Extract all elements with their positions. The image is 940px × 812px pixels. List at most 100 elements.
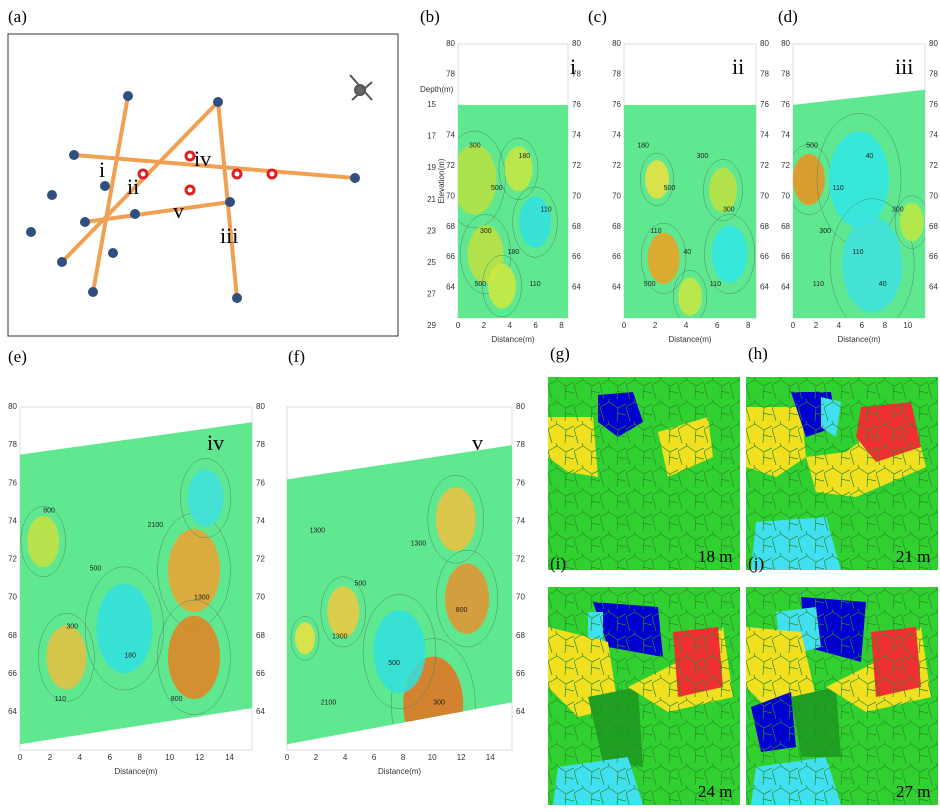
contour <box>482 254 522 318</box>
y-tick-label: 74 <box>781 130 790 139</box>
contour-label: 1300 <box>411 541 427 548</box>
y2-tick-label: 64 <box>516 707 525 716</box>
depth-tick-label: 23 <box>427 226 436 235</box>
x-tick-label: 6 <box>108 753 113 762</box>
y2-tick-label: 66 <box>760 252 769 261</box>
depth-tick-label: 25 <box>427 258 436 267</box>
x-tick-label: 8 <box>746 321 751 330</box>
y-tick-label: 80 <box>446 39 455 48</box>
y2-tick-label: 80 <box>516 402 525 411</box>
y-tick-label: 76 <box>8 478 17 487</box>
contour-label: 110 <box>710 281 721 288</box>
panel-label: (e) <box>8 347 27 366</box>
contour-label: 500 <box>475 281 487 288</box>
y2-tick-label: 70 <box>760 191 769 200</box>
depth-tick-label: 17 <box>427 132 436 141</box>
y-tick-label: 76 <box>781 100 790 109</box>
panel-label: (b) <box>420 7 440 26</box>
y2-tick-label: 68 <box>256 631 265 640</box>
contour-label: 40 <box>879 281 887 288</box>
contour <box>704 214 756 294</box>
x-tick-label: 2 <box>653 321 658 330</box>
y2-tick-label: 80 <box>760 39 769 48</box>
y2-tick-label: 66 <box>929 252 938 261</box>
section-numeral: iv <box>207 430 224 455</box>
cell-edges <box>548 587 740 805</box>
y-tick-label: 68 <box>446 222 455 231</box>
y-tick-label: 72 <box>612 161 621 170</box>
y-tick-label: 78 <box>781 70 790 79</box>
anomaly <box>793 153 825 206</box>
x-tick-label: 10 <box>165 753 174 762</box>
panel-label: (f) <box>288 347 305 366</box>
x-tick-label: 4 <box>508 321 513 330</box>
anomaly <box>168 615 220 699</box>
anomaly <box>899 202 924 242</box>
slice-depth: 27 m <box>896 782 930 801</box>
slice-depth: 24 m <box>698 782 732 801</box>
anomaly <box>27 515 60 568</box>
panel-label: (h) <box>748 344 768 363</box>
contour <box>180 458 232 538</box>
contour-label: 110 <box>530 281 541 288</box>
y-tick-label: 72 <box>781 161 790 170</box>
y2-tick-label: 72 <box>760 161 769 170</box>
x-title: Distance(m) <box>668 335 711 344</box>
y-tick-label: 66 <box>612 252 621 261</box>
contour-label: 800 <box>43 508 55 515</box>
section-numeral: iii <box>895 54 913 79</box>
y-tick-label: 78 <box>612 70 621 79</box>
depth-tick-label: 21 <box>427 195 436 204</box>
x-tick-label: 4 <box>837 321 842 330</box>
contour-label: 1300 <box>194 594 210 601</box>
y2-tick-label: 66 <box>516 669 525 678</box>
x-tick-label: 0 <box>456 321 461 330</box>
contour <box>435 549 499 648</box>
x-tick-label: 8 <box>883 321 888 330</box>
contour <box>639 152 675 207</box>
anomaly <box>647 232 680 284</box>
y-tick-label: 68 <box>612 222 621 231</box>
contour-label: 180 <box>124 652 136 659</box>
anomaly <box>504 146 533 192</box>
x-tick-label: 0 <box>18 753 23 762</box>
contour-label: 1300 <box>332 633 348 640</box>
contour-label: 500 <box>491 185 503 192</box>
contour <box>672 270 708 318</box>
contour-label: 1300 <box>310 527 326 534</box>
anomaly <box>711 225 748 283</box>
x-tick-label: 8 <box>138 753 143 762</box>
y2-tick-label: 68 <box>760 222 769 231</box>
y2-tick-label: 76 <box>929 100 938 109</box>
anomalies: 300 500 180 110 300 180 500 110 <box>458 130 558 318</box>
contour <box>458 130 506 229</box>
y2-tick-label: 68 <box>516 631 525 640</box>
contour-label: 300 <box>66 623 78 630</box>
anomaly <box>295 622 315 655</box>
contour-label: 2100 <box>321 700 337 707</box>
anomaly <box>46 625 87 690</box>
x-tick-label: 0 <box>285 753 290 762</box>
contour-label: 300 <box>819 228 831 235</box>
contour <box>362 594 437 710</box>
y2-tick-label: 64 <box>929 283 938 292</box>
anomalies: 800 500 2100 1300 300 180 110 800 <box>20 458 232 715</box>
x-tick-label: 2 <box>814 321 819 330</box>
contour-label: 500 <box>90 565 102 572</box>
x-tick-label: 6 <box>715 321 720 330</box>
contour <box>84 566 164 691</box>
y-tick-label: 80 <box>781 39 790 48</box>
anomaly <box>168 528 220 613</box>
contour-label: 300 <box>433 700 445 707</box>
y-title: Elevation(m) <box>437 158 446 203</box>
contour-label: 110 <box>55 696 66 703</box>
y2-tick-label: 68 <box>572 222 581 231</box>
x-title: Distance(m) <box>491 335 534 344</box>
x-tick-label: 0 <box>791 321 796 330</box>
cell-edges <box>746 377 938 570</box>
contour-label: 40 <box>683 249 691 256</box>
y-tick-label: 72 <box>8 555 17 564</box>
y-tick-label: 68 <box>781 222 790 231</box>
y-tick-label: 78 <box>446 70 455 79</box>
panel-label: (g) <box>550 344 570 363</box>
